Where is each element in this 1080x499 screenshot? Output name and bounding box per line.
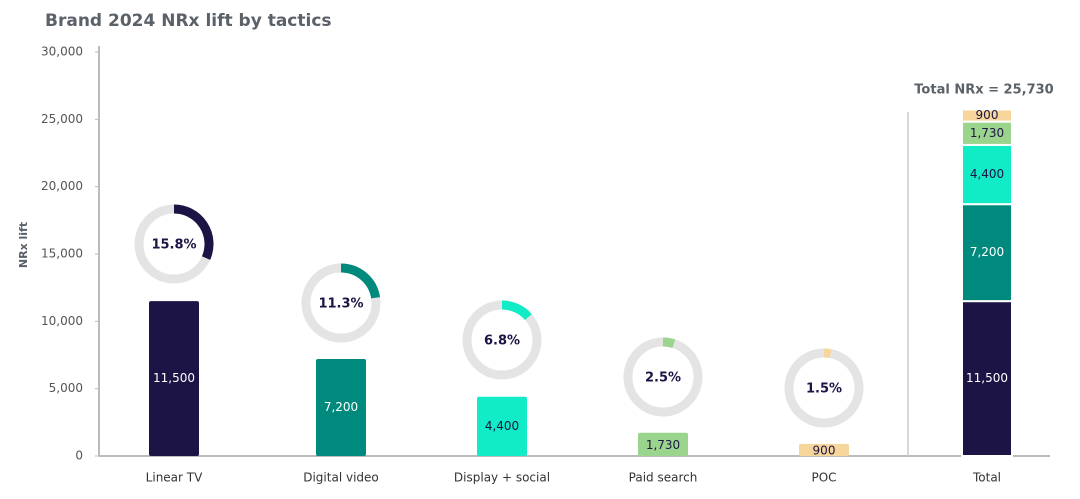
bar-label: 4,400	[485, 419, 519, 433]
y-axis-label: NRx lift	[17, 222, 30, 268]
bar	[799, 443, 849, 456]
x-tick-label: Linear TV	[146, 471, 203, 485]
donut-arc	[340, 263, 381, 299]
donut-arc	[501, 300, 532, 321]
donut-label: 2.5%	[645, 371, 681, 386]
bar-label: 1,730	[646, 438, 680, 452]
x-tick-label: Total	[972, 471, 1001, 485]
y-tick-label: 20,000	[41, 179, 83, 193]
bar	[149, 301, 199, 456]
total-segment	[961, 108, 1013, 123]
x-tick-label: POC	[811, 471, 836, 485]
bar-label: 11,500	[153, 371, 195, 385]
total-segment	[961, 143, 1013, 206]
bar	[316, 359, 366, 456]
y-tick-label: 10,000	[41, 314, 83, 328]
total-segment-label: 900	[976, 108, 999, 122]
chart-title: Brand 2024 NRx lift by tactics	[45, 11, 332, 31]
x-tick-label: Display + social	[454, 471, 550, 485]
y-tick-label: 0	[75, 449, 83, 463]
donut-label: 6.8%	[484, 334, 520, 349]
y-tick-label: 25,000	[41, 112, 83, 126]
donut-arc	[173, 204, 214, 260]
donut-arc	[662, 337, 676, 349]
x-tick-label: Digital video	[303, 471, 379, 485]
bar	[638, 432, 688, 456]
bar-label: 7,200	[324, 400, 358, 414]
y-tick-label: 15,000	[41, 247, 83, 261]
bar	[477, 396, 527, 456]
total-segment-label: 11,500	[966, 371, 1008, 385]
total-segment	[961, 203, 1013, 303]
donut-label: 15.8%	[151, 238, 196, 253]
total-segment-label: 1,730	[970, 126, 1004, 140]
donut-arc	[823, 348, 832, 359]
donut-label: 1.5%	[806, 382, 842, 397]
x-tick-label: Paid search	[629, 471, 698, 485]
y-tick-label: 30,000	[41, 45, 83, 59]
bar-label: 900	[813, 443, 836, 457]
donut-label: 11.3%	[318, 297, 363, 312]
total-segment	[961, 300, 1013, 457]
total-segment-label: 7,200	[970, 245, 1004, 259]
y-tick-label: 5,000	[49, 381, 83, 395]
total-segment-label: 4,400	[970, 167, 1004, 181]
total-annotation: Total NRx = 25,730	[914, 83, 1053, 98]
